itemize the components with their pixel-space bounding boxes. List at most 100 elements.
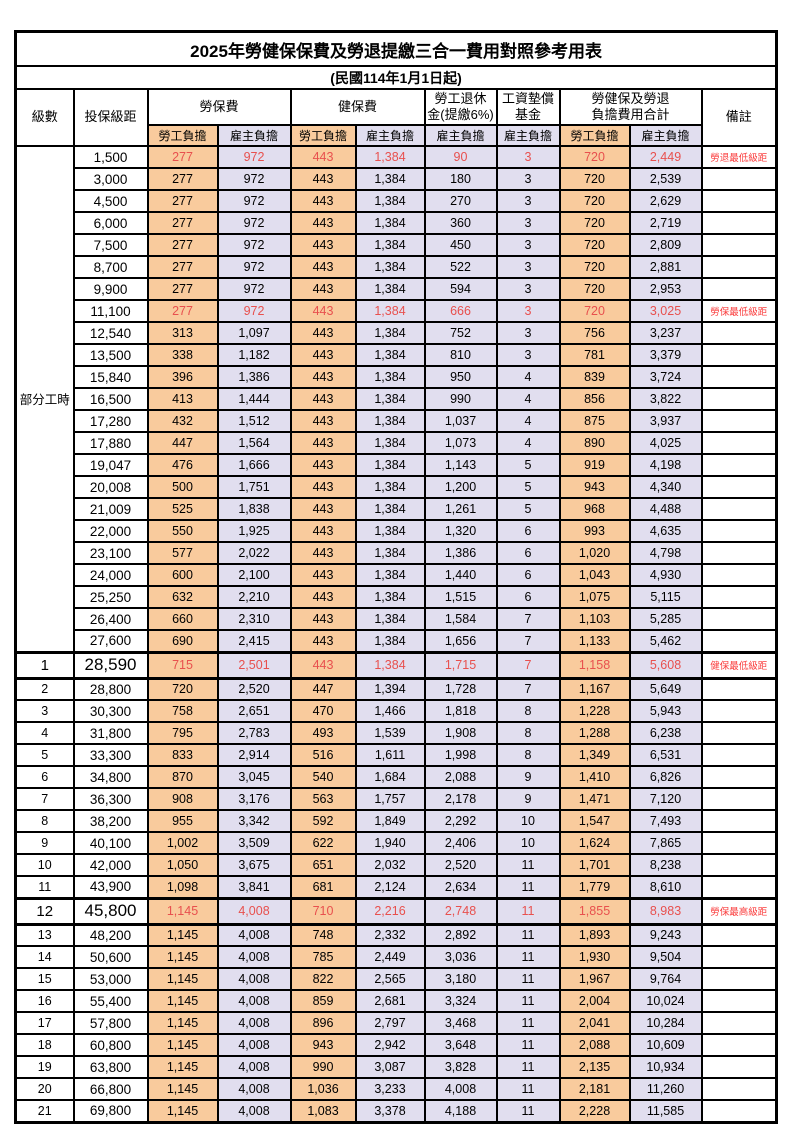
table-row: 7 36,300 908 3,176 563 1,757 2,178 9 1,471 7,120: [14, 787, 778, 811]
health-employer-cell: 1,466: [354, 699, 426, 723]
health-employer-cell: 2,565: [354, 967, 426, 991]
total-employee-cell: 720: [558, 145, 631, 169]
pension-employer-cell: 594: [423, 277, 498, 301]
health-employee-cell: 443: [289, 585, 357, 609]
health-employee-cell: 443: [289, 475, 357, 499]
table-row: 9,900 277 972 443 1,384 594 3 720 2,953: [16, 277, 778, 301]
page-title: 2025年勞健保保費及勞退提繳三合一費用對照參考用表: [14, 30, 778, 67]
wage-fund-employer-cell: 11: [495, 853, 561, 877]
health-employee-cell: 443: [289, 453, 357, 477]
health-employer-cell: 1,384: [354, 519, 426, 543]
total-employee-cell: 1,893: [558, 923, 631, 947]
health-employer-cell: 1,940: [354, 831, 426, 855]
sub-header-labor-employee: 勞工負擔: [146, 124, 219, 147]
bracket-cell: 30,300: [72, 699, 149, 723]
bracket-cell: 11,100: [72, 299, 149, 323]
wage-fund-employer-cell: 11: [495, 1055, 561, 1079]
pension-employer-cell: 1,261: [423, 497, 498, 521]
wage-fund-employer-cell: 9: [495, 787, 561, 811]
note-cell: [700, 1011, 778, 1035]
note-cell: [700, 453, 778, 477]
pension-employer-cell: 666: [423, 299, 498, 323]
pension-employer-cell: 1,998: [423, 743, 498, 767]
wage-fund-employer-cell: 3: [495, 321, 561, 345]
total-employee-cell: 875: [558, 409, 631, 433]
note-cell: [700, 629, 778, 653]
health-employer-cell: 2,216: [354, 896, 426, 926]
wage-fund-header-line1: 工資墊償: [501, 90, 554, 106]
bracket-cell: 6,000: [72, 211, 149, 235]
health-employer-cell: 1,384: [354, 277, 426, 301]
wage-fund-employer-cell: 11: [495, 1099, 561, 1123]
total-employer-cell: 3,237: [628, 321, 703, 345]
note-cell: 勞保最高級距: [700, 896, 778, 926]
note-cell: [700, 409, 778, 433]
wage-fund-employer-cell: 8: [495, 743, 561, 767]
total-employer-cell: 6,238: [628, 721, 703, 745]
note-cell: [700, 923, 778, 947]
health-employee-cell: 710: [289, 896, 357, 926]
total-employer-cell: 3,822: [628, 387, 703, 411]
subtitle-row: (民國114年1月1日起): [14, 65, 778, 90]
health-employee-cell: 443: [289, 299, 357, 323]
note-cell: [700, 365, 778, 389]
pension-employer-cell: 1,037: [423, 409, 498, 433]
table-row: 20 66,800 1,145 4,008 1,036 3,233 4,008 11 2,181…: [14, 1077, 778, 1101]
note-cell: [700, 277, 778, 301]
bracket-cell: 50,600: [72, 945, 149, 969]
health-employee-cell: 443: [289, 233, 357, 257]
total-employee-cell: 720: [558, 255, 631, 279]
sub-header-row: 勞工負擔 雇主負擔 勞工負擔 雇主負擔 雇主負擔 雇主負擔 勞工負擔 雇主負擔: [16, 124, 777, 147]
sub-header-health-employer: 雇主負擔: [354, 124, 426, 147]
labor-employee-cell: 833: [146, 743, 219, 767]
bracket-cell: 36,300: [72, 787, 149, 811]
labor-employer-cell: 1,182: [216, 343, 292, 367]
pension-employer-cell: 522: [423, 255, 498, 279]
pension-employer-cell: 1,656: [423, 629, 498, 653]
total-employer-cell: 9,764: [628, 967, 703, 991]
total-employee-cell: 1,701: [558, 853, 631, 877]
table-row: 12 45,800 1,145 4,008 710 2,216 2,748 11 1,855 8,…: [14, 896, 778, 926]
total-employee-cell: 968: [558, 497, 631, 521]
sub-header-total-employee: 勞工負擔: [558, 124, 631, 147]
wage-fund-employer-cell: 11: [495, 1033, 561, 1057]
total-employee-cell: 856: [558, 387, 631, 411]
labor-employer-cell: 3,675: [216, 853, 292, 877]
labor-employer-cell: 2,022: [216, 541, 292, 565]
health-employee-cell: 443: [289, 650, 357, 680]
level-cell: 8: [14, 809, 75, 833]
wage-fund-employer-cell: 7: [495, 677, 561, 701]
labor-employee-cell: 1,145: [146, 945, 219, 969]
note-cell: [700, 475, 778, 499]
wage-fund-employer-cell: 5: [495, 453, 561, 477]
bracket-cell: 31,800: [72, 721, 149, 745]
pension-employer-cell: 950: [423, 365, 498, 389]
labor-employee-cell: 1,145: [146, 1077, 219, 1101]
labor-employer-cell: 972: [216, 299, 292, 323]
health-employer-cell: 1,384: [354, 409, 426, 433]
health-employer-cell: 2,797: [354, 1011, 426, 1035]
labor-employee-cell: 955: [146, 809, 219, 833]
total-employee-cell: 720: [558, 233, 631, 257]
pension-header-line2: 金(提繳6%): [427, 107, 494, 122]
table-row: 8 38,200 955 3,342 592 1,849 2,292 10 1,547 7,493: [14, 809, 778, 833]
bracket-cell: 26,400: [72, 607, 149, 631]
labor-employee-cell: 277: [146, 255, 219, 279]
health-employee-cell: 443: [289, 211, 357, 235]
labor-employee-cell: 277: [146, 233, 219, 257]
table-row: 17,880 447 1,564 443 1,384 1,073 4 890 4,025: [16, 431, 778, 455]
table-row: 1 28,590 715 2,501 443 1,384 1,715 7 1,158 5,608 健…: [14, 650, 778, 680]
health-employee-cell: 443: [289, 497, 357, 521]
col-header-labor-insurance: 勞保費: [146, 88, 292, 126]
bracket-cell: 43,900: [72, 875, 149, 899]
title-row: 2025年勞健保保費及勞退提繳三合一費用對照參考用表: [14, 30, 778, 67]
labor-employer-cell: 2,520: [216, 677, 292, 701]
health-employer-cell: 1,384: [354, 167, 426, 191]
total-employer-cell: 2,953: [628, 277, 703, 301]
wage-fund-employer-cell: 4: [495, 409, 561, 433]
pension-employer-cell: 4,188: [423, 1099, 498, 1123]
labor-employer-cell: 1,925: [216, 519, 292, 543]
total-employer-cell: 7,493: [628, 809, 703, 833]
labor-employer-cell: 2,651: [216, 699, 292, 723]
bracket-cell: 8,700: [72, 255, 149, 279]
